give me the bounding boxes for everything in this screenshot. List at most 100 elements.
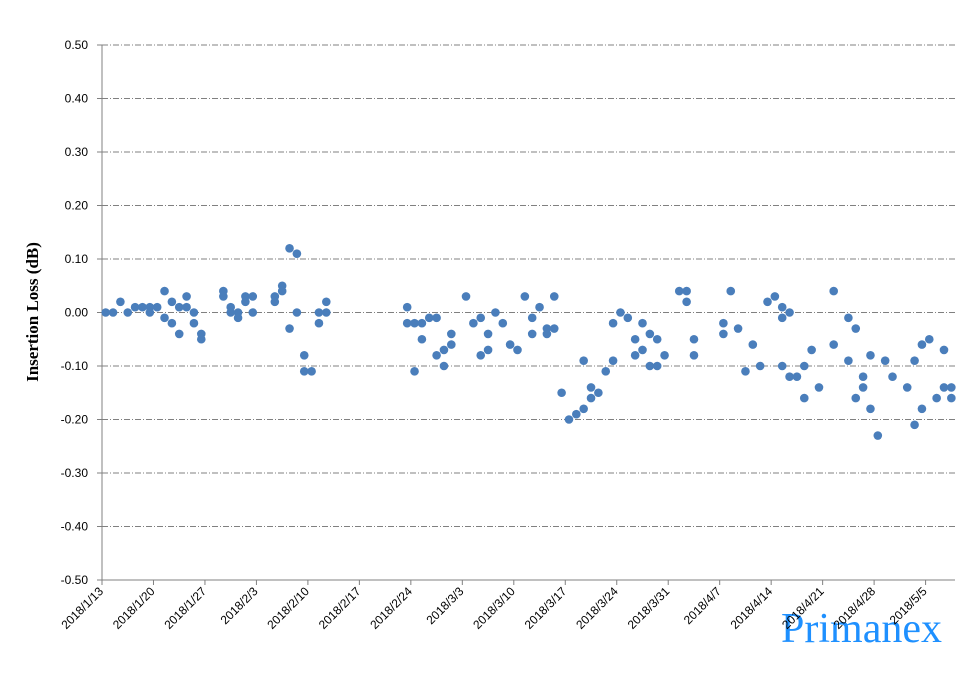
point xyxy=(101,308,110,317)
point xyxy=(432,351,441,360)
point xyxy=(322,308,331,317)
point xyxy=(402,318,412,328)
point xyxy=(527,313,537,323)
point xyxy=(535,302,544,312)
point xyxy=(498,318,508,328)
point xyxy=(814,383,824,392)
point xyxy=(167,297,177,307)
point xyxy=(196,334,206,344)
point xyxy=(564,415,574,424)
y-tick-label: -0.20 xyxy=(61,413,89,427)
point xyxy=(108,308,118,317)
point xyxy=(447,340,456,349)
x-tick-label: 2018/2/24 xyxy=(367,584,415,632)
point xyxy=(527,329,537,339)
x-tick-label: 2018/3/17 xyxy=(522,584,570,632)
point xyxy=(777,313,787,323)
x-tick-label: 2018/2/3 xyxy=(218,584,261,627)
point xyxy=(292,249,302,258)
point xyxy=(410,367,419,376)
point xyxy=(902,383,912,392)
point xyxy=(219,292,228,301)
y-axis-label: Insertion Loss (dB) xyxy=(23,242,42,382)
point xyxy=(226,308,236,317)
point xyxy=(652,334,662,344)
x-tick-label: 2018/2/17 xyxy=(316,584,364,632)
point xyxy=(439,361,449,371)
point xyxy=(799,393,809,403)
point xyxy=(689,334,699,344)
point xyxy=(586,383,596,392)
point xyxy=(549,292,559,301)
y-tick-label: -0.40 xyxy=(61,520,89,534)
x-tick-label: 2018/3/10 xyxy=(470,584,518,632)
point xyxy=(866,404,875,414)
point xyxy=(417,318,427,328)
point xyxy=(248,292,258,301)
point xyxy=(189,318,199,328)
point xyxy=(866,351,875,360)
point xyxy=(160,313,169,323)
point xyxy=(785,308,794,317)
point xyxy=(682,286,691,296)
x-tick-label: 2018/1/27 xyxy=(161,584,209,632)
point xyxy=(799,361,809,371)
point xyxy=(844,356,853,365)
point xyxy=(630,334,640,344)
x-tick-label: 2018/3/31 xyxy=(625,584,673,632)
point xyxy=(182,302,191,312)
point xyxy=(138,302,147,312)
point xyxy=(145,308,155,317)
point xyxy=(277,286,287,296)
point xyxy=(513,345,522,355)
point xyxy=(402,302,412,312)
point xyxy=(880,356,890,365)
point xyxy=(858,372,868,382)
point xyxy=(586,393,596,403)
point xyxy=(520,292,530,301)
point xyxy=(807,345,816,355)
point xyxy=(645,329,655,339)
point xyxy=(314,308,324,317)
point xyxy=(689,351,699,360)
point xyxy=(417,334,427,344)
point xyxy=(770,292,780,301)
point xyxy=(888,372,897,382)
point xyxy=(116,297,125,307)
point xyxy=(285,324,294,333)
point xyxy=(160,286,169,296)
point xyxy=(785,372,794,382)
point xyxy=(608,318,618,328)
point xyxy=(755,361,765,371)
point xyxy=(241,292,250,301)
point xyxy=(638,318,647,328)
x-tick-label: 2018/4/14 xyxy=(728,584,776,632)
point xyxy=(623,313,633,323)
point xyxy=(439,345,449,355)
point xyxy=(572,409,581,419)
point xyxy=(682,297,691,307)
point xyxy=(947,383,956,392)
x-tick-label: 2018/3/3 xyxy=(424,584,467,627)
point xyxy=(542,329,552,339)
x-tick-label: 2018/1/13 xyxy=(58,584,106,632)
y-tick-label: 0.50 xyxy=(65,38,89,52)
point xyxy=(733,324,743,333)
point xyxy=(174,302,184,312)
point xyxy=(299,367,309,376)
point xyxy=(910,356,919,365)
point xyxy=(299,351,309,360)
point xyxy=(608,356,618,365)
point xyxy=(851,324,861,333)
point xyxy=(939,383,949,392)
point xyxy=(410,318,419,328)
point xyxy=(829,286,838,296)
point xyxy=(910,420,919,430)
point xyxy=(594,388,603,398)
point xyxy=(424,313,434,323)
point xyxy=(947,393,956,403)
point xyxy=(189,308,199,317)
point xyxy=(152,302,162,312)
y-tick-label: 0.30 xyxy=(65,145,89,159)
